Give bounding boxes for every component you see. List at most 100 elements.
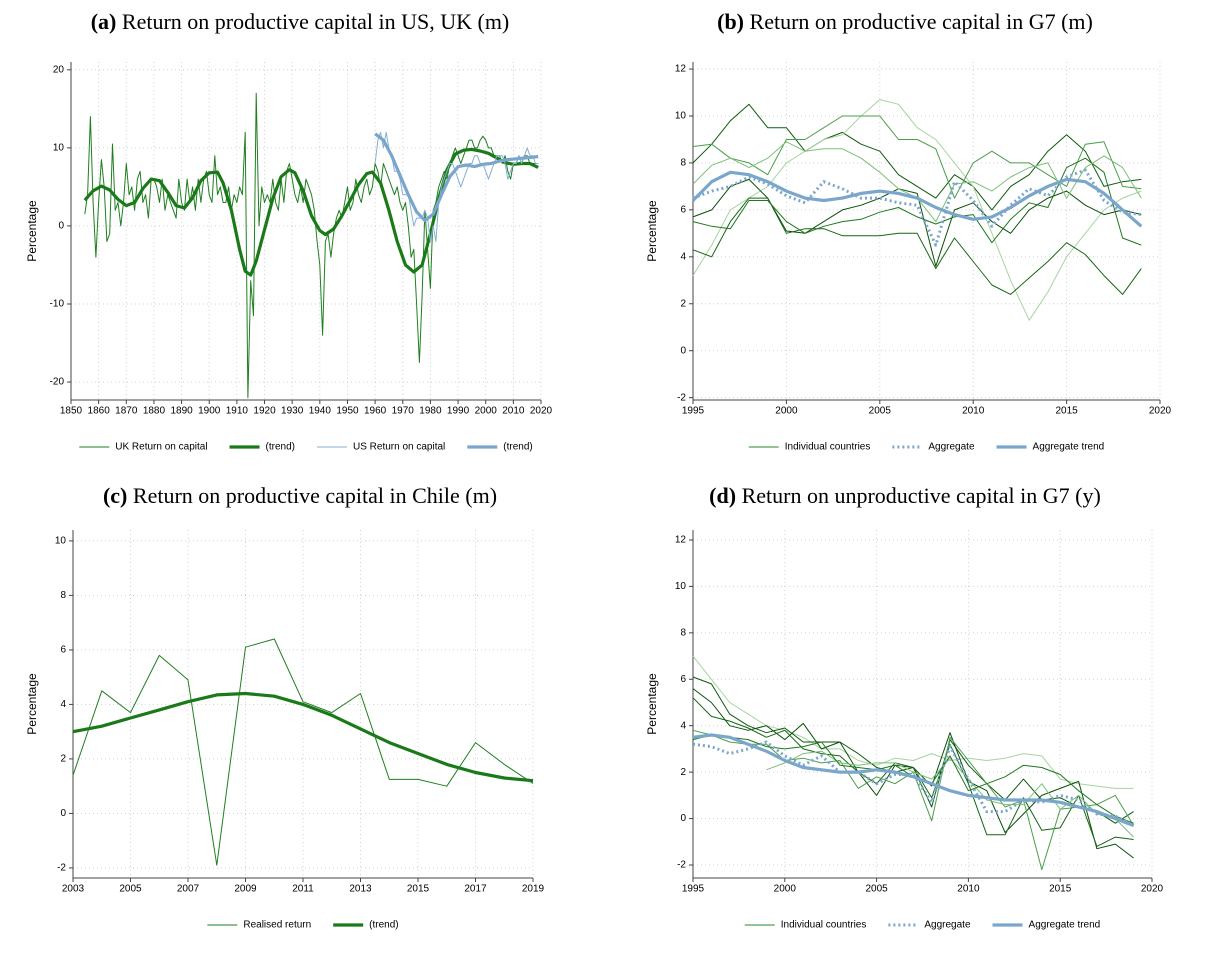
y-tick-label: 8 xyxy=(680,158,686,169)
panel-label: (a) xyxy=(91,9,117,34)
x-tick-label: 2005 xyxy=(865,884,888,895)
legend-label: UK Return on capital xyxy=(115,442,207,453)
x-tick-label: 1995 xyxy=(682,406,705,417)
y-tick-label: 2 xyxy=(680,298,686,309)
y-tick-label: 0 xyxy=(60,808,66,819)
legend: Realised return (trend) xyxy=(207,920,399,931)
y-tick-label: -10 xyxy=(50,299,65,310)
x-tick-label: 1960 xyxy=(364,406,387,417)
x-tick-label: 2011 xyxy=(292,884,314,895)
x-tick-label: 2005 xyxy=(119,884,142,895)
legend-label: Aggregate xyxy=(924,920,971,931)
title-text: Return on productive capital in Chile (m… xyxy=(133,483,497,508)
x-tick-label: 1870 xyxy=(115,406,138,417)
series-line xyxy=(374,131,539,242)
title-text: Return on unproductive capital in G7 (y) xyxy=(742,483,1101,508)
x-tick-label: 2013 xyxy=(349,884,372,895)
x-tick-label: 1900 xyxy=(198,406,221,417)
x-tick-label: 1930 xyxy=(281,406,304,417)
legend: Individual countries Aggregate Aggregate t… xyxy=(744,920,1100,931)
x-tick-label: 2015 xyxy=(1055,406,1078,417)
country-line xyxy=(692,729,1135,871)
y-tick-label: -2 xyxy=(57,863,66,874)
country-line xyxy=(766,750,1134,838)
series-line xyxy=(691,170,1143,228)
country-line xyxy=(692,157,1142,246)
x-tick-label: 1860 xyxy=(88,406,111,417)
y-tick-label: -20 xyxy=(50,377,65,388)
panel-label: (c) xyxy=(103,483,127,508)
x-tick-label: 2020 xyxy=(530,406,553,417)
x-tick-label: 1940 xyxy=(309,406,332,417)
y-tick-label: 8 xyxy=(680,627,686,638)
y-tick-label: 8 xyxy=(60,590,66,601)
y-tick-label: 4 xyxy=(680,251,686,262)
legend-label: US Return on capital xyxy=(353,442,445,453)
legend-label: Aggregate trend xyxy=(1033,442,1105,453)
x-tick-label: 1980 xyxy=(419,406,442,417)
x-tick-label: 2019 xyxy=(522,884,545,895)
y-tick-label: 10 xyxy=(675,111,687,122)
chart-title: (d) Return on unproductive capital in G7… xyxy=(709,483,1101,508)
x-tick-label: 1890 xyxy=(170,406,193,417)
y-tick-label: -2 xyxy=(677,392,686,403)
series-line xyxy=(692,740,1135,827)
legend-label: Individual countries xyxy=(781,920,867,931)
x-tick-label: 1880 xyxy=(143,406,166,417)
y-tick-label: 2 xyxy=(680,767,686,778)
y-tick-label: 6 xyxy=(60,645,66,656)
country-line xyxy=(692,197,1142,295)
legend-label: (trend) xyxy=(369,920,398,931)
legend-label: Individual countries xyxy=(785,442,871,453)
x-tick-label: 2007 xyxy=(177,884,200,895)
legend-label: Realised return xyxy=(243,920,311,931)
country-line xyxy=(692,103,1142,211)
x-tick-label: 1920 xyxy=(253,406,276,417)
country-line xyxy=(692,697,1134,847)
series-line xyxy=(83,147,539,277)
y-tick-label: 12 xyxy=(675,535,687,546)
y-tick-label: -2 xyxy=(677,860,686,871)
x-tick-label: 2000 xyxy=(775,406,798,417)
y-tick-label: 20 xyxy=(53,64,65,75)
legend: Individual countries Aggregate Aggregate t… xyxy=(748,442,1105,453)
x-tick-label: 1970 xyxy=(392,406,415,417)
y-tick-label: 10 xyxy=(53,143,65,154)
country-line xyxy=(692,115,1142,199)
y-tick-label: 0 xyxy=(680,345,686,356)
y-tick-label: 12 xyxy=(675,64,687,75)
country-line xyxy=(692,178,1142,267)
x-tick-label: 1990 xyxy=(447,406,470,417)
y-tick-label: 0 xyxy=(58,221,64,232)
y-tick-label: 10 xyxy=(55,536,67,547)
x-tick-label: 2017 xyxy=(464,884,487,895)
x-tick-label: 2010 xyxy=(502,406,525,417)
y-tick-label: 10 xyxy=(675,581,687,592)
x-tick-label: 2015 xyxy=(407,884,430,895)
x-tick-label: 2005 xyxy=(869,406,892,417)
x-tick-label: 2010 xyxy=(957,884,980,895)
legend-label: (trend) xyxy=(266,442,295,453)
x-tick-label: 2010 xyxy=(962,406,985,417)
chart-title: (c) Return on productive capital in Chil… xyxy=(103,483,497,508)
x-tick-label: 2000 xyxy=(774,884,797,895)
series-line xyxy=(72,691,534,783)
chart-title: (b) Return on productive capital in G7 (… xyxy=(717,9,1093,34)
title-text: Return on productive capital in G7 (m) xyxy=(750,9,1093,34)
x-tick-label: 2009 xyxy=(234,884,257,895)
legend: UK Return on capital (trend) US Return on … xyxy=(79,442,533,453)
panel-label: (d) xyxy=(709,483,736,508)
x-tick-label: 1910 xyxy=(226,406,249,417)
x-tick-label: 2020 xyxy=(1141,884,1164,895)
series-line xyxy=(692,733,1135,827)
series-line xyxy=(374,132,539,223)
y-axis-title: Percentage xyxy=(25,673,39,735)
series-line xyxy=(72,638,534,866)
y-tick-label: 0 xyxy=(680,813,686,824)
y-tick-label: 6 xyxy=(680,205,686,216)
legend-label: Aggregate xyxy=(928,442,975,453)
chart-title: (a) Return on productive capital in US, … xyxy=(91,9,510,34)
x-tick-label: 2000 xyxy=(475,406,498,417)
x-tick-label: 2003 xyxy=(62,884,85,895)
